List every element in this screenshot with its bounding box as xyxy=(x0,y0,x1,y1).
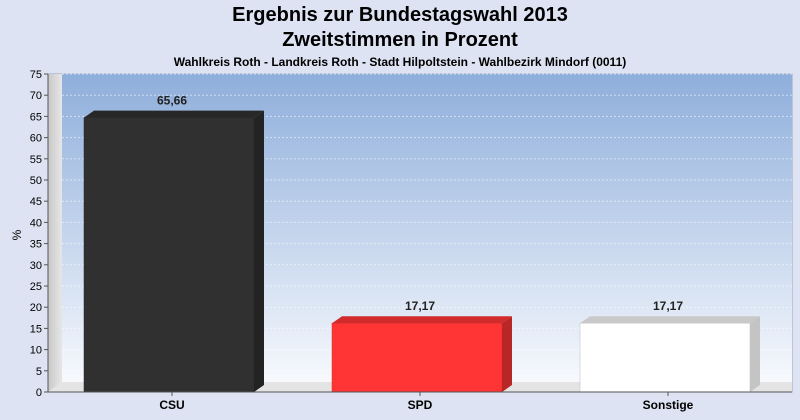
y-tick-label: 55 xyxy=(30,154,42,166)
x-tick-label: CSU xyxy=(159,398,184,412)
bar-side-spd xyxy=(502,316,512,392)
y-tick-label: 20 xyxy=(30,302,42,314)
x-tick-label: SPD xyxy=(408,398,433,412)
chart-title: Ergebnis zur Bundestagswahl 2013 xyxy=(232,4,568,26)
bar-csu xyxy=(83,117,255,393)
y-tick-label: 25 xyxy=(30,281,42,293)
y-tick-label: 45 xyxy=(30,196,42,208)
y-tick-label: 75 xyxy=(30,69,42,81)
chart-title-line2: Zweitstimmen in Prozent xyxy=(282,29,518,51)
y-tick-label: 40 xyxy=(30,217,42,229)
y-tick-label: 10 xyxy=(30,345,42,357)
y-tick-label: 30 xyxy=(30,260,42,272)
bar-sonstige xyxy=(579,322,751,393)
y-tick-label: 65 xyxy=(30,111,42,123)
value-label: 65,66 xyxy=(157,94,187,108)
y-tick-label: 35 xyxy=(30,239,42,251)
value-label: 17,17 xyxy=(405,299,435,313)
chart-subtitle: Wahlkreis Roth - Landkreis Roth - Stadt … xyxy=(173,55,627,69)
y-tick-label: 70 xyxy=(30,90,42,102)
bar-top-sonstige xyxy=(580,316,760,324)
bar-top-csu xyxy=(84,110,264,118)
y-tick-label: 5 xyxy=(36,366,42,378)
value-label: 17,17 xyxy=(653,299,683,313)
y-axis-label: % xyxy=(10,229,24,240)
y-tick-label: 15 xyxy=(30,323,42,335)
bars: 65,66 17,17 17,17 xyxy=(83,94,760,393)
bar-top-spd xyxy=(332,316,512,324)
y-tick-label: 60 xyxy=(30,133,42,145)
bar-side-csu xyxy=(254,110,264,393)
bar-side-sonstige xyxy=(750,316,760,392)
y-tick-label: 50 xyxy=(30,175,42,187)
bar-spd xyxy=(331,322,503,393)
y-tick-label: 0 xyxy=(36,387,42,399)
x-axis: CSU SPD Sonstige xyxy=(48,391,792,412)
x-tick-label: Sonstige xyxy=(643,398,694,412)
y-axis: 0 5 10 15 20 25 30 35 40 45 50 55 60 65 70 75 xyxy=(30,69,49,399)
